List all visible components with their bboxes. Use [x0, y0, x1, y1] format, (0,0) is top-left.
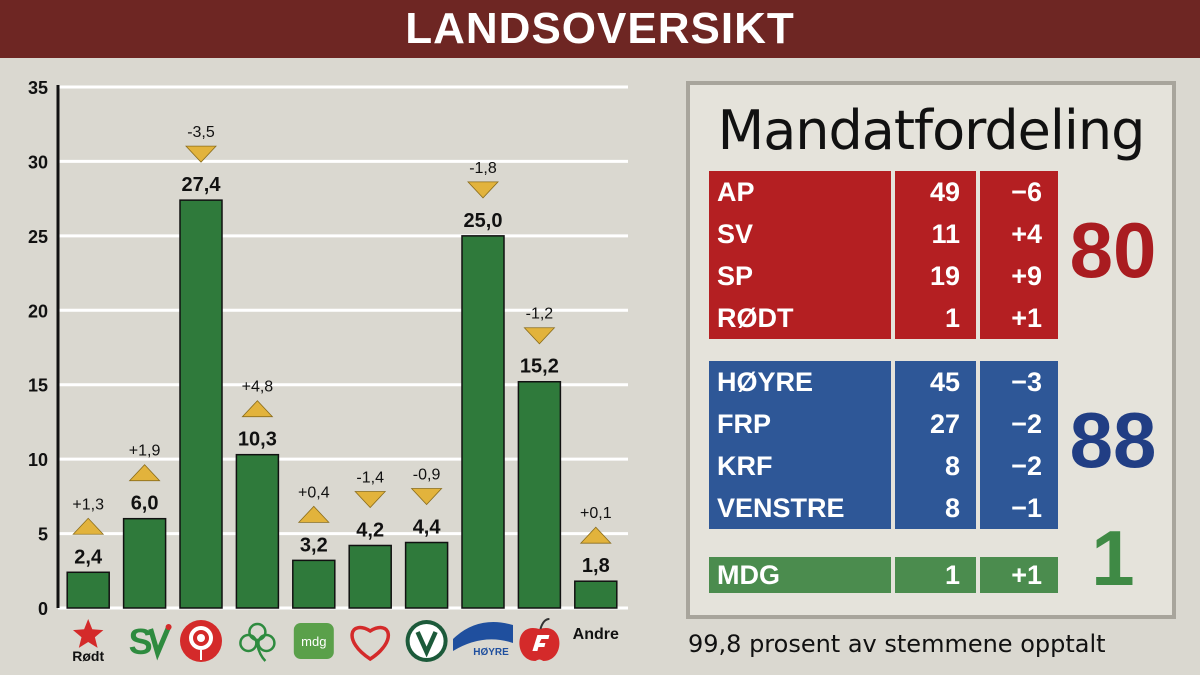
bar — [404, 541, 449, 609]
andre-text: Andre — [573, 626, 619, 643]
svg-text:mdg: mdg — [301, 634, 326, 649]
bar-value-label: 2,4 — [74, 546, 103, 568]
bar — [66, 571, 110, 609]
seat-party-cell: VENSTRE — [709, 487, 891, 529]
y-tick-label: 35 — [28, 78, 48, 98]
bar-value-label: 10,3 — [238, 429, 277, 451]
seat-change-cell: +9 — [980, 255, 1058, 297]
bar — [461, 235, 505, 609]
bar — [348, 544, 392, 609]
bar-value-label: 15,2 — [520, 356, 559, 378]
bar-change-label: -1,4 — [356, 469, 384, 486]
bar-value-label: 25,0 — [464, 210, 503, 232]
venstre-v-icon — [405, 620, 448, 662]
seat-change-cell: −2 — [980, 445, 1058, 487]
y-tick-label: 15 — [28, 376, 48, 396]
seat-count-cell: 27 — [895, 403, 976, 445]
seat-party-cell: RØDT — [709, 297, 891, 339]
bar — [574, 580, 618, 609]
seat-count-cell: 1 — [895, 557, 976, 593]
bar-change-label: -3,5 — [187, 124, 215, 141]
bar — [517, 380, 562, 609]
seat-count-cell: 8 — [895, 487, 976, 529]
frp-apple-icon — [519, 618, 560, 661]
y-tick-label: 25 — [28, 227, 48, 247]
bar-value-label: 4,2 — [356, 519, 384, 541]
seat-change-cell: −2 — [980, 403, 1058, 445]
seat-count-cell: 49 — [895, 171, 976, 213]
seat-party-cell: FRP — [709, 403, 891, 445]
svg-text:Rødt: Rødt — [72, 648, 104, 664]
bar-change-label: -1,8 — [469, 160, 497, 177]
bar-change-label: -1,2 — [526, 306, 554, 323]
down-arrow-icon — [467, 181, 499, 199]
clover-icon — [239, 622, 276, 662]
bloc-total-seats: 80 — [1069, 206, 1157, 294]
bar-value-label: 4,4 — [413, 517, 442, 539]
seat-party-cell: KRF — [709, 445, 891, 487]
seat-count-cell: 1 — [895, 297, 976, 339]
seat-party-cell: HØYRE — [709, 361, 891, 403]
seat-panel-title: Mandatfordeling — [717, 99, 1146, 162]
svg-text:S: S — [129, 621, 153, 662]
bloc-total-seats: 1 — [1091, 514, 1135, 602]
mdg-icon: mdg — [293, 623, 334, 659]
bar — [122, 517, 167, 609]
rose-icon — [180, 620, 222, 662]
bar — [235, 453, 280, 609]
y-tick-label: 10 — [28, 450, 48, 470]
up-arrow-icon — [241, 400, 274, 418]
bar — [179, 199, 223, 609]
bar-chart: 0 5 10 15 20 25 30 35 2,4 +1,3 6,0 +1,9 27,4 -3,5 10,3… — [28, 78, 628, 664]
page-title: LANDSOVERSIKT — [405, 4, 795, 53]
seat-change-cell: −6 — [980, 171, 1058, 213]
svg-text:Andre: Andre — [573, 626, 619, 643]
seat-party-cell: MDG — [709, 557, 891, 593]
rodt-star-icon: Rødt — [72, 619, 104, 664]
up-arrow-icon — [128, 464, 161, 482]
seat-change-cell: +4 — [980, 213, 1058, 255]
up-arrow-icon — [72, 517, 105, 535]
up-arrow-icon — [297, 505, 330, 523]
seat-party-cell: SV — [709, 213, 891, 255]
bar-value-label: 3,2 — [300, 534, 328, 556]
seat-count-cell: 45 — [895, 361, 976, 403]
bar-change-label: +1,9 — [129, 443, 161, 460]
y-tick-label: 20 — [28, 301, 48, 321]
svg-text:HØYRE: HØYRE — [473, 647, 509, 658]
y-tick-label: 30 — [28, 152, 48, 172]
bar-change-label: +0,4 — [298, 484, 330, 501]
bar-change-label: -0,9 — [413, 467, 441, 484]
krf-heart-icon — [350, 625, 391, 662]
seat-count-cell: 8 — [895, 445, 976, 487]
bar-change-label: +0,1 — [580, 505, 612, 522]
seat-change-cell: −3 — [980, 361, 1058, 403]
header-bar: LANDSOVERSIKT — [0, 0, 1200, 58]
seat-count-cell: 19 — [895, 255, 976, 297]
down-arrow-icon — [354, 491, 387, 509]
seat-party-cell: SP — [709, 255, 891, 297]
y-tick-label: 5 — [38, 525, 48, 545]
down-arrow-icon — [523, 327, 556, 345]
bar-value-label: 1,8 — [582, 555, 610, 577]
bar — [292, 559, 336, 609]
hoyre-wave-icon: HØYRE — [453, 622, 513, 658]
up-arrow-icon — [579, 526, 612, 544]
down-arrow-icon — [185, 145, 217, 163]
seat-distribution-panel: Mandatfordeling AP 49 −6 SV 11 +4 SP 19 +9 RØDT 1 +… — [686, 81, 1176, 619]
seat-change-cell: −1 — [980, 487, 1058, 529]
bar-change-label: +4,8 — [242, 379, 274, 396]
seat-count-cell: 11 — [895, 213, 976, 255]
down-arrow-icon — [410, 488, 443, 506]
seat-change-cell: +1 — [980, 297, 1058, 339]
bar-value-label: 27,4 — [182, 174, 222, 196]
seat-party-cell: AP — [709, 171, 891, 213]
count-footnote: 99,8 prosent av stemmene opptalt — [688, 630, 1106, 658]
y-tick-label: 0 — [38, 599, 48, 619]
bloc-total-seats: 88 — [1069, 396, 1157, 484]
bar-change-label: +1,3 — [72, 496, 104, 513]
bar-value-label: 6,0 — [131, 493, 159, 515]
seat-change-cell: +1 — [980, 557, 1058, 593]
sv-icon: S — [129, 621, 172, 662]
